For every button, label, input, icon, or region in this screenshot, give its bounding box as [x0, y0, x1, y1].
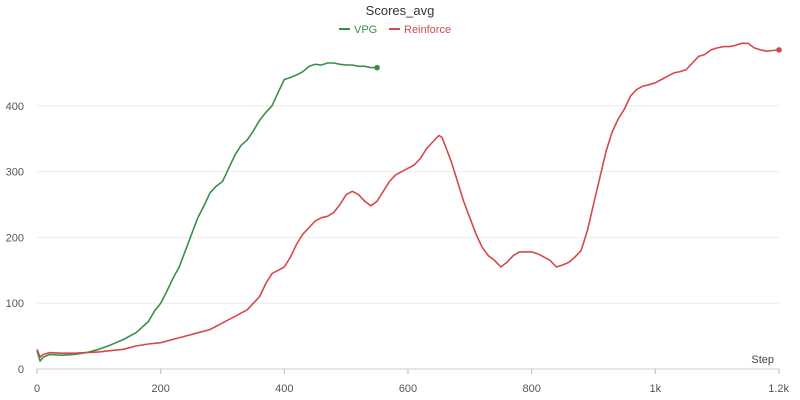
- y-tick-label: 300: [6, 167, 24, 179]
- legend-label-1: VPG: [354, 24, 377, 36]
- series-end-marker-1: [374, 64, 380, 71]
- legend: VPG Reinforce: [339, 24, 451, 36]
- x-tick-label: 0: [34, 383, 40, 395]
- y-tick-label: 0: [18, 364, 24, 376]
- y-tick-label: 100: [6, 298, 24, 310]
- y-tick-label: 200: [6, 232, 24, 244]
- y-tick-label: 400: [6, 101, 24, 113]
- x-tick-label: 800: [522, 383, 540, 395]
- axes: 0 100 200 300 400 0 200 400 600 800 1k 1.2k: [6, 101, 790, 395]
- x-tick-label: 600: [399, 383, 417, 395]
- legend-label-2: Reinforce: [404, 24, 451, 36]
- series-line-1: [36, 62, 378, 362]
- series-line-2: [36, 42, 780, 358]
- grid: [37, 105, 779, 304]
- x-axis-label: Step: [751, 354, 774, 366]
- x-tick-label: 200: [151, 383, 169, 395]
- series-group: [36, 42, 782, 362]
- chart-title: Scores_avg: [366, 3, 435, 18]
- x-tick-label: 400: [275, 383, 293, 395]
- series-end-marker-2: [776, 47, 782, 53]
- x-tick-label: 1k: [650, 383, 662, 395]
- x-tick-label: 1.2k: [768, 383, 789, 395]
